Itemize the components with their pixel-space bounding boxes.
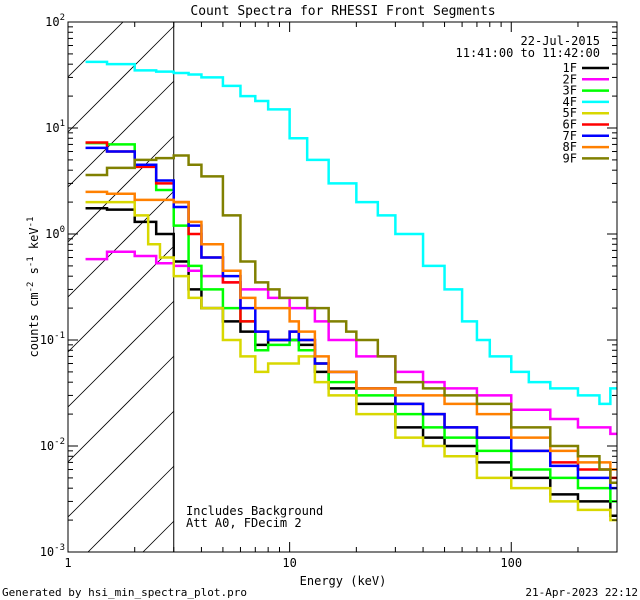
y-tick-label-exp: 2 — [60, 13, 65, 23]
series-line-5F — [85, 200, 617, 522]
plot-frame — [67, 21, 618, 553]
series-line-2F — [85, 250, 617, 436]
hatch-line — [68, 190, 175, 298]
series-line-3F — [85, 141, 617, 503]
y-axis-label: counts cm-2 s-1 keV-1 — [26, 217, 41, 358]
hatch-line — [87, 465, 175, 552]
y-axis-label-exp: -1 — [26, 256, 36, 267]
y-tick-label: 10-2 — [40, 437, 65, 453]
legend-label-7F: 7F — [563, 129, 577, 143]
hatch-line — [142, 520, 175, 552]
hatch-line — [68, 25, 175, 133]
y-tick-label: 102 — [45, 13, 65, 29]
y-tick-label: 10-3 — [40, 543, 65, 559]
legend-label-4F: 4F — [563, 95, 577, 109]
hatch-line — [68, 22, 124, 78]
generated-by-footer: Generated by hsi_min_spectra_plot.pro — [2, 586, 247, 599]
y-tick-label-exp: -1 — [54, 331, 65, 341]
y-tick-label-base: 10 — [45, 121, 59, 135]
x-tick-label: 100 — [500, 556, 522, 570]
series-lines — [85, 60, 617, 522]
x-tick-label: 10 — [282, 556, 296, 570]
y-axis-label-part: counts cm — [27, 292, 41, 357]
y-tick-label: 10-1 — [40, 331, 65, 347]
hatch-line — [68, 135, 175, 243]
y-tick-label: 100 — [45, 225, 65, 241]
y-axis-label-exp: -2 — [26, 282, 36, 293]
hatch-line — [68, 80, 175, 188]
y-tick-label: 101 — [45, 119, 65, 135]
y-tick-label-base: 10 — [40, 439, 54, 453]
y-axis-label-exp: -1 — [26, 217, 36, 228]
legend-label-5F: 5F — [563, 106, 577, 120]
x-tick-label: 1 — [64, 556, 71, 570]
annotation-background: Includes Background — [186, 504, 323, 518]
annotation-attenuator: Att A0, FDecim 2 — [186, 516, 302, 530]
series-line-8F — [85, 190, 617, 471]
hatch-line — [68, 355, 175, 463]
legend-label-8F: 8F — [563, 140, 577, 154]
x-axis-label: Energy (keV) — [300, 574, 387, 588]
time-range-label: 11:41:00 to 11:42:00 — [456, 46, 601, 60]
series-line-9F — [85, 154, 617, 485]
legend-label-9F: 9F — [563, 151, 577, 165]
y-tick-label-base: 10 — [45, 15, 59, 29]
y-tick-label-base: 10 — [45, 227, 59, 241]
hatch-line — [68, 22, 69, 23]
date-label: 22-Jul-2015 — [521, 34, 600, 48]
y-tick-label-exp: -2 — [54, 437, 65, 447]
hatch-line — [68, 300, 175, 408]
series-line-4F — [85, 60, 617, 406]
timestamp-footer: 21-Apr-2023 22:12 — [525, 586, 638, 599]
legend-label-1F: 1F — [563, 61, 577, 75]
hatch-line — [68, 410, 175, 518]
y-tick-label-exp: -3 — [54, 543, 65, 553]
y-tick-label-exp: 0 — [60, 225, 65, 235]
y-tick-label-base: 10 — [40, 333, 54, 347]
y-tick-label-base: 10 — [40, 545, 54, 559]
legend-label-2F: 2F — [563, 72, 577, 86]
shaded-region — [68, 22, 175, 552]
legend-label-6F: 6F — [563, 118, 577, 132]
chart-title: Count Spectra for RHESSI Front Segments — [190, 4, 495, 19]
y-axis-label-part: keV — [27, 227, 41, 256]
legend-label-3F: 3F — [563, 84, 577, 98]
y-axis-label-part: s — [27, 267, 41, 281]
y-tick-label-exp: 1 — [60, 119, 65, 129]
